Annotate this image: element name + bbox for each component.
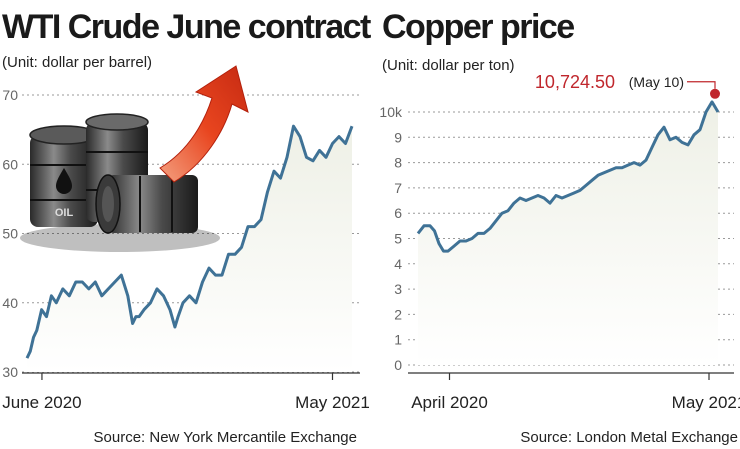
copper-y-ticks: 0 1 2 3 4 5 6 7 8 9 10k: [379, 104, 403, 373]
y-tick-label: 6: [394, 205, 402, 221]
wti-chart-unit: (Unit: dollar per barrel): [2, 54, 152, 71]
copper-x-ticks: April 2020 May 2021: [411, 373, 740, 412]
y-tick-label: 9: [394, 129, 402, 145]
y-tick-label: 70: [2, 87, 18, 103]
annotation-leader-line: [687, 81, 716, 89]
oil-barrels-icon: OIL: [20, 113, 220, 252]
copper-annotation: 10,724.50 (May 10): [535, 72, 720, 99]
y-tick-label: 4: [394, 256, 402, 272]
wti-y-ticks: 30 40 50 60 70: [2, 87, 18, 380]
x-tick-label: May 2021: [295, 393, 370, 412]
copper-chart-title: Copper price: [382, 8, 574, 46]
y-tick-label: 2: [394, 306, 402, 322]
copper-area-fill: [418, 101, 718, 366]
y-tick-label: 40: [2, 295, 18, 311]
wti-chart-title: WTI Crude June contract: [2, 8, 371, 46]
copper-chart: Copper price (Unit: dollar per ton) 0 1 2 3…: [379, 8, 740, 446]
y-tick-label: 7: [394, 180, 402, 196]
wti-area-fill: [27, 126, 352, 372]
copper-price-line: [416, 100, 720, 253]
y-tick-label: 3: [394, 281, 402, 297]
y-tick-label: 60: [2, 156, 18, 172]
annotation-date: (May 10): [629, 74, 684, 90]
y-tick-label: 10k: [379, 104, 403, 120]
y-tick-label: 30: [2, 364, 18, 380]
y-tick-label: 0: [394, 357, 402, 373]
wti-chart: WTI Crude June contract (Unit: dollar pe…: [2, 8, 373, 446]
wti-price-line: [25, 124, 354, 359]
rising-arrow-icon: [159, 65, 249, 183]
y-tick-label: 5: [394, 231, 402, 247]
annotation-value: 10,724.50: [535, 72, 615, 92]
copper-source: Source: London Metal Exchange: [520, 429, 738, 446]
peak-marker: [710, 88, 720, 99]
x-tick-label: April 2020: [411, 393, 488, 412]
y-tick-label: 8: [394, 155, 402, 171]
copper-chart-unit: (Unit: dollar per ton): [382, 57, 515, 74]
y-tick-label: 50: [2, 226, 18, 242]
svg-text:OIL: OIL: [55, 207, 74, 219]
wti-x-ticks: June 2020 May 2021: [2, 373, 370, 412]
x-tick-label: May 2021: [672, 393, 740, 412]
y-tick-label: 1: [394, 332, 402, 348]
wti-source: Source: New York Mercantile Exchange: [94, 429, 357, 446]
x-tick-label: June 2020: [2, 393, 81, 412]
